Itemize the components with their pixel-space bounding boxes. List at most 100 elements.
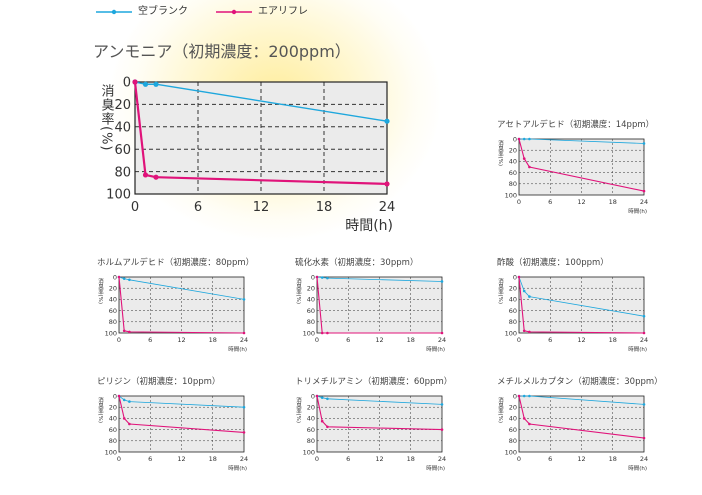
data-point <box>522 137 526 141</box>
y-tick-label: 40 <box>114 120 131 135</box>
data-point <box>642 142 646 145</box>
plot-frame <box>518 138 645 196</box>
legend-swatch-blank <box>96 9 132 15</box>
x-axis-label: 時間(h) <box>628 464 647 472</box>
data-point <box>384 118 390 124</box>
data-point <box>128 400 131 403</box>
y-tick-label: 80 <box>109 318 117 326</box>
chart-2: ホルムアルデヒド（初期濃度：80ppm） 0 20 40 60 80 100 0 6 12 18 24… <box>97 258 254 356</box>
data-point <box>128 422 131 426</box>
legend-swatch-airrefre <box>216 9 252 15</box>
data-point <box>320 396 324 399</box>
x-tick-label: 18 <box>209 455 217 463</box>
chart-6: トリメチルアミン（初期濃度：60ppm） 0 20 40 60 80 100 0 6 12 18 24… <box>295 377 452 475</box>
x-tick-label: 0 <box>131 200 139 215</box>
y-tick-label: 0 <box>311 392 315 400</box>
data-point <box>128 278 131 282</box>
y-tick-label: 60 <box>509 169 517 177</box>
series-line <box>316 395 443 405</box>
data-point <box>315 275 319 279</box>
data-point <box>122 398 126 402</box>
chart-5: ピリジン（初期濃度：10ppm） 0 20 40 60 80 100 0 6 12 18 24 時間(h… <box>97 377 252 475</box>
y-axis-label: 消臭率(%) <box>97 277 104 304</box>
chart-title: 酢酸（初期濃度：100ppm） <box>497 258 609 268</box>
y-tick-label: 0 <box>113 273 117 281</box>
y-tick-label: 40 <box>509 415 517 423</box>
data-point <box>440 403 444 406</box>
y-tick-label: 20 <box>109 404 117 412</box>
y-tick-label: 20 <box>114 98 131 113</box>
x-tick-label: 6 <box>548 336 552 344</box>
data-point <box>642 436 646 440</box>
data-point <box>132 79 138 85</box>
x-tick-label: 6 <box>346 336 350 344</box>
y-tick-label: 40 <box>109 415 117 423</box>
y-tick-label: 20 <box>509 285 517 293</box>
data-point <box>142 81 149 87</box>
x-tick-label: 6 <box>148 455 152 463</box>
plot-frame <box>518 276 645 334</box>
series-line <box>518 276 645 334</box>
data-point <box>320 331 324 335</box>
x-tick-label: 12 <box>577 455 585 463</box>
data-point <box>128 330 131 334</box>
series-line <box>518 395 645 439</box>
y-axis-label: 消臭率(%) <box>497 396 504 423</box>
data-point <box>315 394 319 398</box>
data-point <box>517 275 521 279</box>
y-tick-label: 20 <box>307 404 315 412</box>
chart-title: アンモニア（初期濃度：200ppm） <box>93 42 351 61</box>
y-tick-label: 100 <box>105 329 117 337</box>
data-point <box>517 394 521 398</box>
y-tick-label: 60 <box>109 307 117 315</box>
chart-title: 硫化水素（初期濃度：30ppm） <box>295 258 419 268</box>
y-axis-label: 消臭率(%) <box>97 396 104 423</box>
x-tick-label: 6 <box>548 455 552 463</box>
y-tick-label: 0 <box>123 76 131 91</box>
x-tick-label: 0 <box>517 336 521 344</box>
x-tick-label: 12 <box>375 336 383 344</box>
x-tick-label: 12 <box>253 200 270 215</box>
y-tick-label: 60 <box>307 307 315 315</box>
x-axis-label: 時間(h) <box>426 464 445 472</box>
y-tick-label: 40 <box>307 296 315 304</box>
series-line <box>118 395 245 433</box>
data-point <box>320 276 324 279</box>
y-tick-label: 20 <box>509 404 517 412</box>
x-tick-label: 6 <box>346 455 350 463</box>
chart-3: 硫化水素（初期濃度：30ppm） 0 20 40 60 80 100 0 6 12 18 24 時間(h… <box>295 258 450 356</box>
y-tick-label: 60 <box>109 426 117 434</box>
x-tick-label: 24 <box>640 455 648 463</box>
x-tick-label: 18 <box>407 336 415 344</box>
y-tick-label: 80 <box>307 318 315 326</box>
data-point <box>122 417 126 420</box>
data-point <box>326 331 329 335</box>
y-tick-label: 100 <box>303 329 315 337</box>
data-point <box>522 394 526 398</box>
x-tick-label: 24 <box>240 336 248 344</box>
x-tick-label: 24 <box>240 455 248 463</box>
data-point <box>153 174 159 180</box>
x-tick-label: 24 <box>438 455 446 463</box>
chart-0: アンモニア（初期濃度：200ppm） 0 20 40 60 80 100 0 6 12 18 24 時間… <box>93 42 396 234</box>
y-tick-label: 100 <box>505 448 517 456</box>
data-point <box>242 431 246 434</box>
y-tick-label: 80 <box>509 318 517 326</box>
series-line <box>519 138 645 144</box>
y-axis-label: 消臭率(%) <box>99 84 115 152</box>
data-point <box>122 277 126 280</box>
data-point <box>242 298 246 301</box>
data-point <box>326 425 329 429</box>
y-tick-label: 80 <box>509 437 517 445</box>
y-tick-label: 40 <box>307 415 315 423</box>
y-tick-label: 20 <box>307 285 315 293</box>
y-tick-label: 80 <box>307 437 315 445</box>
x-tick-label: 0 <box>517 198 521 206</box>
data-point <box>528 137 531 141</box>
y-tick-label: 80 <box>109 437 117 445</box>
x-tick-label: 6 <box>548 198 552 206</box>
x-axis-label: 時間(h) <box>228 345 247 353</box>
x-tick-label: 18 <box>316 200 333 215</box>
